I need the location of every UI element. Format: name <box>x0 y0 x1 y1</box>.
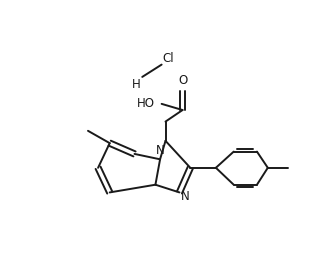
Text: H: H <box>132 78 140 91</box>
Text: N: N <box>156 144 164 157</box>
Text: O: O <box>178 73 187 87</box>
Text: N: N <box>181 190 190 203</box>
Text: HO: HO <box>137 97 155 110</box>
Text: Cl: Cl <box>162 52 174 65</box>
